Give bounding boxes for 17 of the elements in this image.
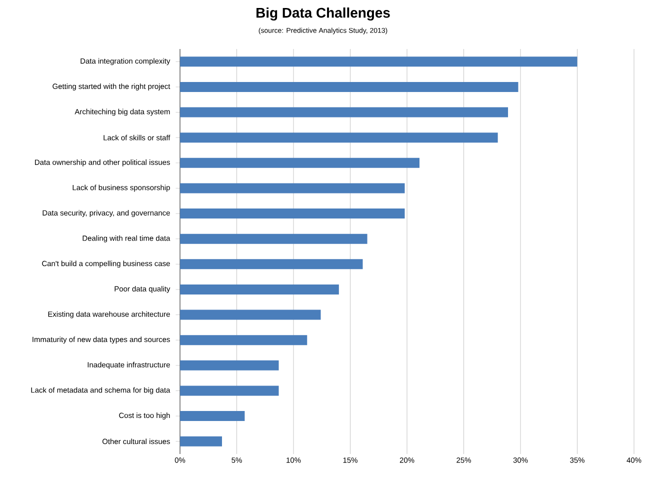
bar — [180, 234, 368, 244]
bar — [180, 82, 518, 92]
bar — [180, 183, 405, 194]
bar — [180, 335, 308, 346]
bar — [180, 284, 339, 294]
bar — [180, 208, 405, 219]
bar — [180, 259, 363, 270]
bar — [180, 436, 222, 446]
bar — [180, 56, 578, 67]
bar — [180, 107, 508, 118]
bar — [180, 386, 279, 396]
bar — [180, 158, 420, 168]
bar — [180, 132, 498, 143]
chart-title: Big Data Challenges — [256, 7, 390, 21]
bar — [180, 310, 321, 320]
bar — [180, 360, 279, 370]
bar — [180, 411, 245, 422]
